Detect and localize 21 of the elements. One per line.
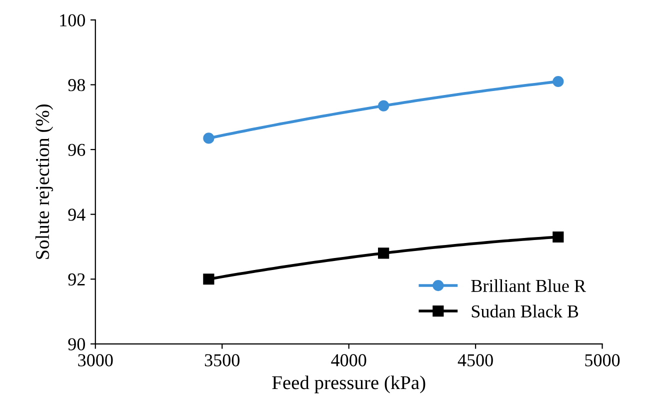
point [552, 76, 564, 88]
point [378, 248, 390, 259]
y-axis-title: Solute rejection (%) [35, 104, 54, 259]
point [203, 132, 214, 144]
point [203, 274, 214, 285]
y-tick-label: 98 [68, 78, 85, 92]
x-tick-label: 3000 [78, 354, 113, 366]
y-tick-label: 96 [68, 144, 86, 156]
point [378, 100, 390, 112]
legend-label: Brilliant Blue R [471, 279, 586, 292]
x-tick-label: 3500 [204, 354, 240, 366]
legend-label: Sudan Black B [472, 304, 578, 318]
y-tick-label: 92 [68, 273, 85, 286]
x-axis-title: Feed pressure (kPa) [272, 376, 426, 394]
x-tick-label: 4000 [331, 354, 366, 366]
x-tick-label: 5000 [585, 354, 620, 366]
y-tick-label: 94 [68, 208, 86, 221]
point [552, 231, 564, 243]
y-tick-label: 90 [68, 338, 85, 350]
y-tick-label: 100 [60, 14, 85, 26]
x-tick-label: 4500 [458, 354, 493, 366]
